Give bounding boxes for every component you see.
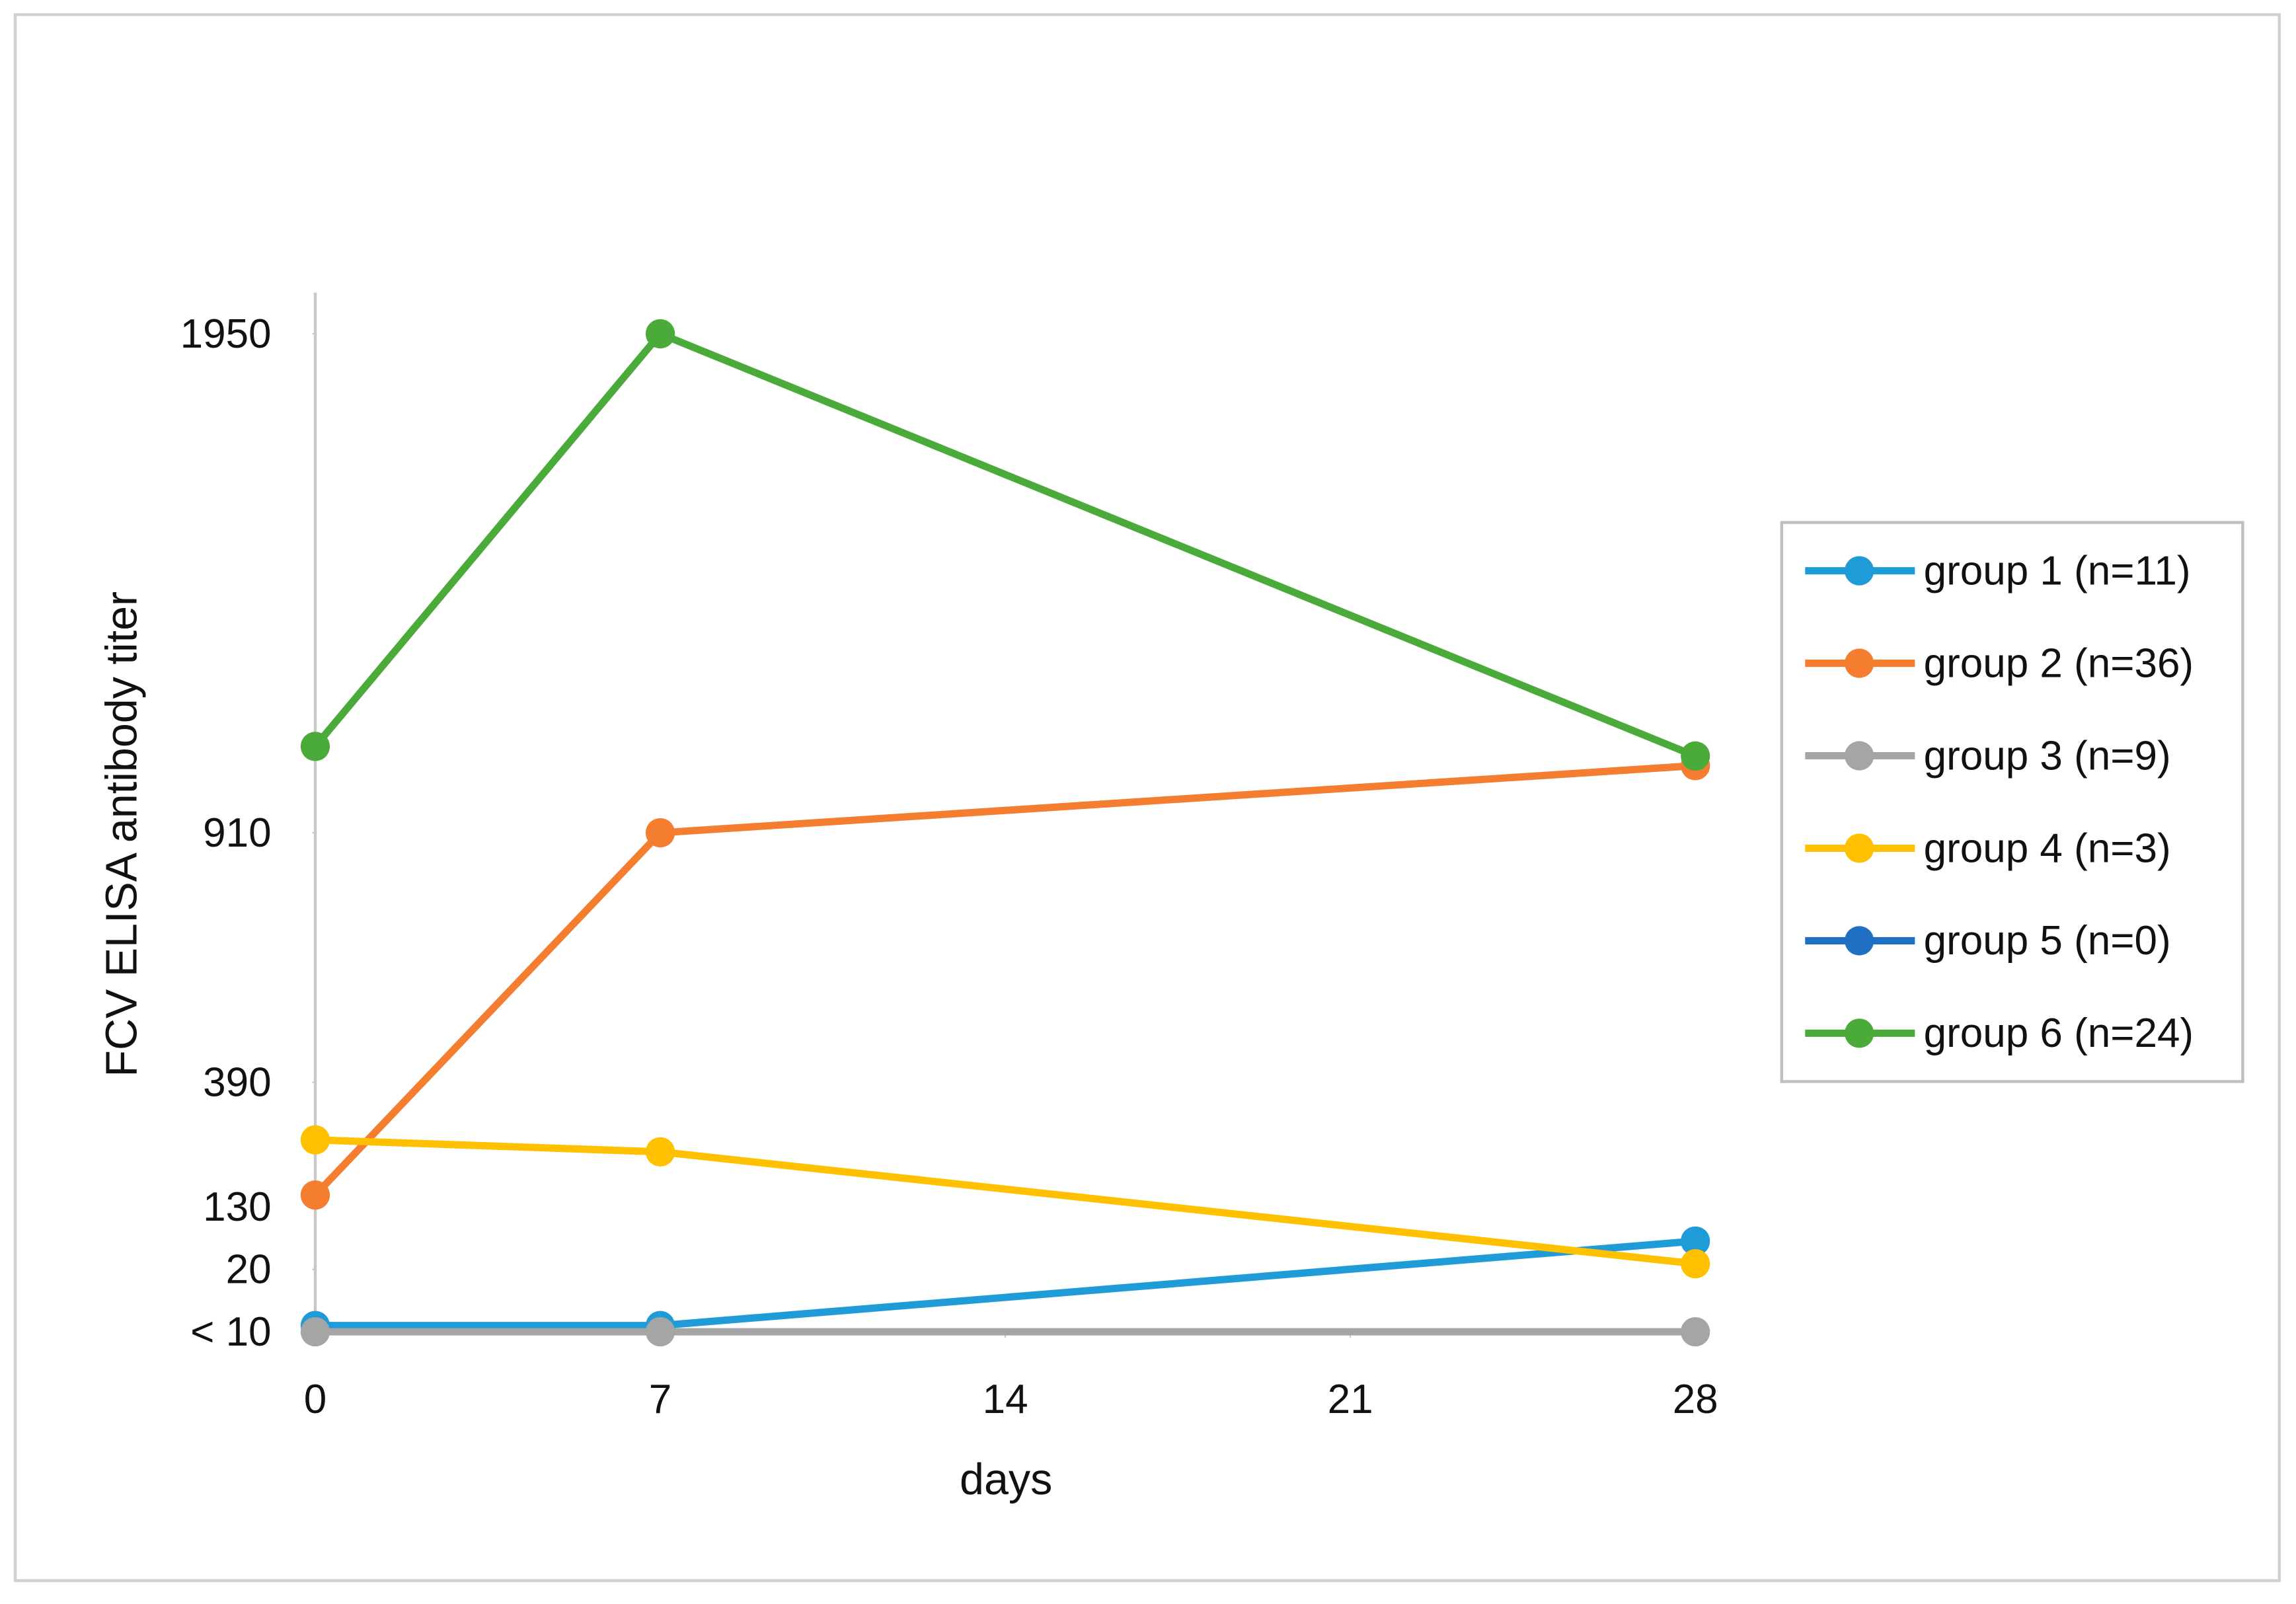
- legend-box: [1780, 521, 2244, 1083]
- data-point: [645, 319, 675, 349]
- data-point: [645, 818, 675, 848]
- data-point: [300, 732, 330, 761]
- data-point: [1681, 1317, 1710, 1347]
- x-tick-label: 14: [983, 1377, 1028, 1422]
- y-axis-title: FCV ELISA antibody titer: [98, 592, 147, 1077]
- x-tick-label: 28: [1673, 1377, 1718, 1422]
- legend-label: group 1 (n=11): [1924, 548, 2191, 593]
- legend-marker: [1845, 741, 1874, 771]
- x-axis-title: days: [960, 1455, 1052, 1504]
- y-tick-label: 20: [226, 1247, 272, 1293]
- y-tick-label: 910: [203, 810, 271, 856]
- y-tick-label: < 10: [190, 1309, 271, 1355]
- legend-label: group 2 (n=36): [1924, 640, 2194, 686]
- y-tick-label: 1950: [180, 311, 272, 357]
- legend-label: group 4 (n=3): [1924, 825, 2171, 871]
- data-point: [300, 1125, 330, 1155]
- data-point: [300, 1180, 330, 1210]
- legend-marker: [1845, 648, 1874, 678]
- legend-marker: [1845, 556, 1874, 586]
- y-tick-label: 130: [203, 1184, 271, 1230]
- legend-marker: [1845, 1018, 1874, 1048]
- legend-label: group 5 (n=0): [1924, 918, 2171, 964]
- legend-marker: [1845, 833, 1874, 863]
- data-point: [300, 1317, 330, 1347]
- data-point: [645, 1137, 675, 1167]
- x-tick-label: 0: [304, 1377, 326, 1422]
- data-point: [645, 1317, 675, 1347]
- x-tick-label: 21: [1328, 1377, 1373, 1422]
- x-tick-label: 7: [649, 1377, 671, 1422]
- legend-label: group 6 (n=24): [1924, 1011, 2194, 1056]
- data-point: [1681, 741, 1710, 771]
- data-point: [1681, 1226, 1710, 1256]
- y-tick-label: 390: [203, 1059, 271, 1105]
- legend-label: group 3 (n=9): [1924, 733, 2171, 779]
- legend-marker: [1845, 926, 1874, 956]
- data-point: [1681, 1249, 1710, 1279]
